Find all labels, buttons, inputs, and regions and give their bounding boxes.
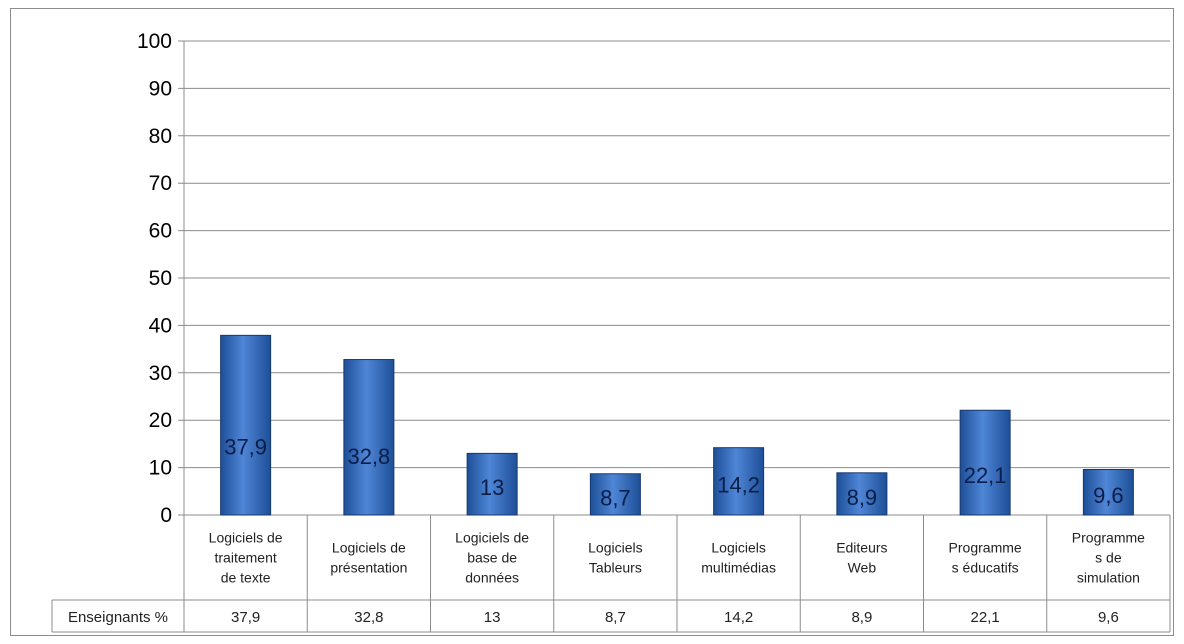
bar	[589, 473, 641, 516]
y-tick-label: 70	[149, 172, 172, 195]
bar	[836, 472, 888, 516]
category-label-line: Programme	[949, 540, 1022, 556]
y-tick-label: 10	[149, 457, 172, 480]
bar	[959, 409, 1011, 516]
y-tick-label: 40	[149, 314, 172, 337]
table-value-cell: 14,2	[724, 609, 753, 626]
category-label: Logiciels de présentation	[330, 540, 407, 576]
bar	[713, 447, 765, 516]
y-tick-label: 0	[160, 504, 172, 527]
category-label: Programme s éducatifs	[949, 540, 1022, 576]
table-value-cell: 8,7	[605, 609, 626, 626]
category-label: Logiciels de traitement de texte	[209, 530, 283, 586]
category-label-line: de texte	[221, 570, 271, 586]
y-tick-label: 50	[149, 267, 172, 290]
category-label-line: s de	[1095, 550, 1122, 566]
table-value-cell: 22,1	[971, 609, 1000, 626]
y-tick-label: 90	[149, 77, 172, 100]
category-label-line: multimédias	[701, 560, 776, 576]
bars	[220, 334, 1134, 516]
y-tick-label: 100	[137, 30, 172, 53]
category-label-line: Editeurs	[836, 540, 887, 556]
y-tick-label: 30	[149, 362, 172, 385]
bar-data-label: 32,8	[347, 444, 390, 469]
table-value-cell: 32,8	[354, 609, 383, 626]
table-value-cell: 9,6	[1098, 609, 1119, 626]
category-label-line: Logiciels de	[332, 540, 406, 556]
category-label: Programme s de simulation	[1072, 530, 1145, 586]
bar-data-label: 14,2	[717, 472, 760, 497]
category-label: Logiciels Tableurs	[588, 540, 642, 576]
chart-frame	[10, 8, 1174, 636]
category-label: Logiciels multimédias	[701, 540, 776, 576]
table-value-cell: 37,9	[231, 609, 260, 626]
category-label-line: Logiciels de	[209, 530, 283, 546]
bar	[1082, 468, 1134, 516]
data-labels: 37,9 32,8 13 8,7 14,2 8,9 22,1 9,6	[224, 435, 1123, 511]
category-label-line: données	[465, 570, 519, 586]
table-value-cell: 13	[484, 609, 501, 626]
bar-data-label: 37,9	[224, 435, 267, 460]
series-name-label: Enseignants %	[68, 609, 168, 626]
bar	[466, 452, 518, 516]
category-label-line: présentation	[330, 560, 407, 576]
y-axis-ticks: 0 10 20 30 40 50 60 70 80 90 100	[137, 30, 172, 527]
category-label: Logiciels de base de données	[455, 530, 529, 586]
category-label-line: Logiciels	[711, 540, 765, 556]
table-value-cell: 8,9	[851, 609, 872, 626]
category-label-line: traitement	[215, 550, 277, 566]
gridlines	[178, 40, 1170, 516]
category-label-line: Web	[848, 560, 877, 576]
category-label-line: Tableurs	[589, 560, 642, 576]
category-label-line: base de	[467, 550, 517, 566]
y-tick-label: 80	[149, 125, 172, 148]
category-label-line: s éducatifs	[952, 560, 1019, 576]
data-table: Enseignants % Logiciels de traitement de te…	[51, 515, 1171, 633]
y-tick-label: 60	[149, 220, 172, 243]
bar-data-label: 22,1	[964, 463, 1007, 488]
bar	[220, 334, 272, 516]
category-label-line: simulation	[1077, 570, 1140, 586]
y-tick-label: 20	[149, 409, 172, 432]
category-label: Editeurs Web	[836, 540, 887, 576]
category-label-line: Programme	[1072, 530, 1145, 546]
bar	[343, 359, 395, 516]
bar-data-label: 9,6	[1093, 483, 1124, 508]
bar-data-label: 8,9	[847, 485, 878, 510]
category-label-line: Logiciels de	[455, 530, 529, 546]
bar-data-label: 8,7	[600, 485, 631, 510]
category-label-line: Logiciels	[588, 540, 642, 556]
bar-data-label: 13	[480, 475, 504, 500]
